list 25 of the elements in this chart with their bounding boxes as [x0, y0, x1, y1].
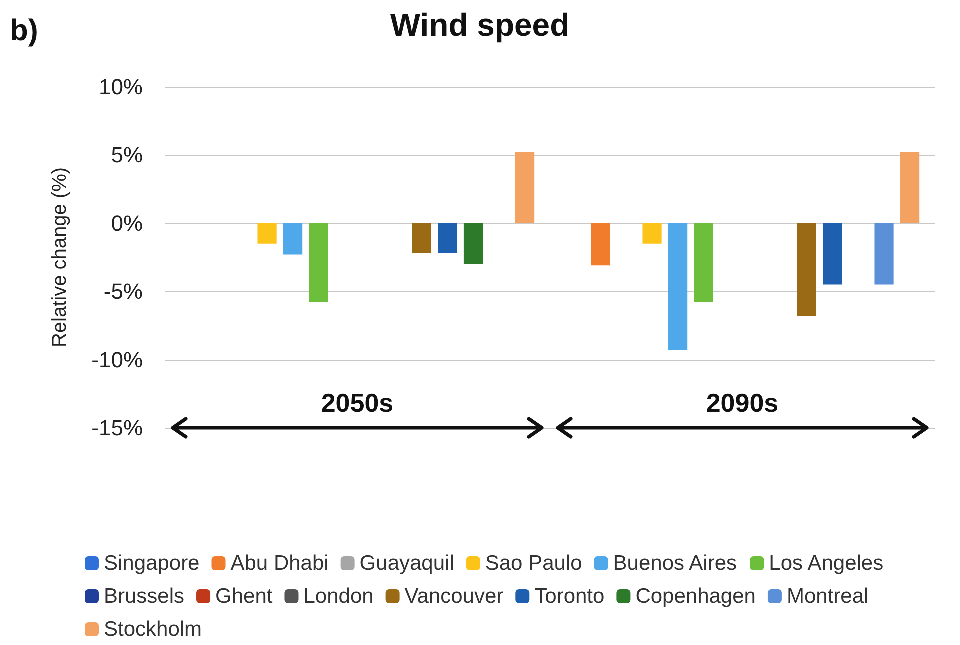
y-tick-label: 10%	[98, 74, 143, 100]
legend-label: Abu Dhabi	[230, 552, 329, 575]
y-tick-label: -15%	[92, 416, 143, 440]
legend-label: Los Angeles	[769, 552, 884, 575]
legend-label: Vancouver	[404, 585, 504, 608]
legend-label: London	[304, 585, 374, 608]
legend-label: Buenos Aires	[613, 552, 738, 575]
legend-label: Singapore	[104, 552, 200, 575]
y-tick-label: -5%	[104, 279, 143, 304]
y-axis-title: Relative change (%)	[49, 167, 71, 348]
legend-label: Sao Paulo	[485, 552, 582, 575]
chart-title: Wind speed	[390, 7, 570, 43]
text: b)	[10, 14, 38, 48]
legend-label: Stockholm	[104, 618, 202, 641]
y-tick-label: 0%	[111, 210, 143, 236]
legend-label: Guayaquil	[360, 552, 454, 575]
legend-label: Ghent	[216, 585, 273, 608]
legend-label: Copenhagen	[636, 585, 756, 608]
y-tick-label: -10%	[92, 347, 143, 372]
y-tick-label: 5%	[111, 142, 143, 168]
legend-label: Brussels	[104, 585, 185, 608]
x-tick-label: 2090s	[706, 388, 779, 418]
legend-label: Toronto	[534, 585, 605, 608]
legend-label: Montreal	[786, 585, 869, 608]
x-tick-label: 2050s	[321, 388, 394, 418]
